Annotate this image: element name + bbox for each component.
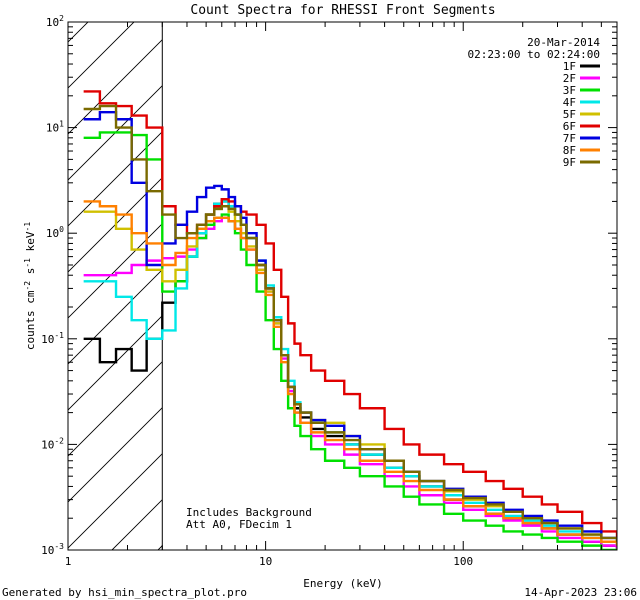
legend-label-2f: 2F xyxy=(563,72,576,85)
series-2f-line xyxy=(83,216,617,550)
hatch-line xyxy=(68,361,163,457)
hatch-line xyxy=(68,177,163,273)
y-tick-label: 10-3 xyxy=(41,542,64,557)
series-8f-line xyxy=(83,200,617,546)
note-background: Includes Background xyxy=(186,506,312,519)
hatch-line xyxy=(68,39,163,135)
series-7f-line xyxy=(83,110,617,542)
y-tick-label: 10-1 xyxy=(41,331,64,346)
series-3f-line xyxy=(83,131,617,550)
legend-label-5f: 5F xyxy=(563,108,576,121)
legend-label-3f: 3F xyxy=(563,84,576,97)
hatch-line xyxy=(111,499,163,550)
x-axis-label: Energy (keV) xyxy=(303,577,382,590)
hatch-line xyxy=(68,315,163,411)
series-4f-line xyxy=(83,200,617,546)
axis-tick-labels: 1 10 100 10-3 10-2 10-1 100 101 102 xyxy=(41,14,473,568)
legend-label-4f: 4F xyxy=(563,96,576,109)
legend-label-1f: 1F xyxy=(563,60,576,73)
hatch-line xyxy=(68,131,163,227)
series-6f-line xyxy=(83,90,617,538)
legend-label-6f: 6F xyxy=(563,120,576,133)
plot-frame xyxy=(67,21,618,551)
y-axis-label: counts cm-2 s-1 keV-1 xyxy=(23,222,37,350)
legend-label-9f: 9F xyxy=(563,156,576,169)
y-tick-label: 100 xyxy=(46,225,64,240)
series-group xyxy=(83,90,617,550)
legend-label-7f: 7F xyxy=(563,132,576,145)
hatch-line xyxy=(68,22,135,89)
y-tick-label: 102 xyxy=(46,14,64,29)
series-9f-line xyxy=(83,104,617,542)
y-tick-label: 10-2 xyxy=(41,436,64,451)
chart-title: Count Spectra for RHESSI Front Segments xyxy=(190,3,495,18)
note-attenuator: Att A0, FDecim 1 xyxy=(186,518,292,531)
time-range: 02:23:00 to 02:24:00 xyxy=(468,48,600,61)
x-tick-label: 1 xyxy=(65,555,72,568)
legend-label-8f: 8F xyxy=(563,144,576,157)
hatch-line xyxy=(250,0,640,550)
x-tick-label: 10 xyxy=(259,555,272,568)
axis-ticks xyxy=(67,22,618,551)
y-tick-label: 101 xyxy=(46,120,64,135)
footer-date: 14-Apr-2023 23:06 xyxy=(524,586,637,599)
hatch-line xyxy=(68,407,163,503)
observation-date: 20-Mar-2014 xyxy=(527,36,600,49)
x-tick-label: 100 xyxy=(453,555,473,568)
hatch-line xyxy=(68,223,163,319)
footer-generated-by: Generated by hsi_min_spectra_plot.pro xyxy=(2,586,247,599)
